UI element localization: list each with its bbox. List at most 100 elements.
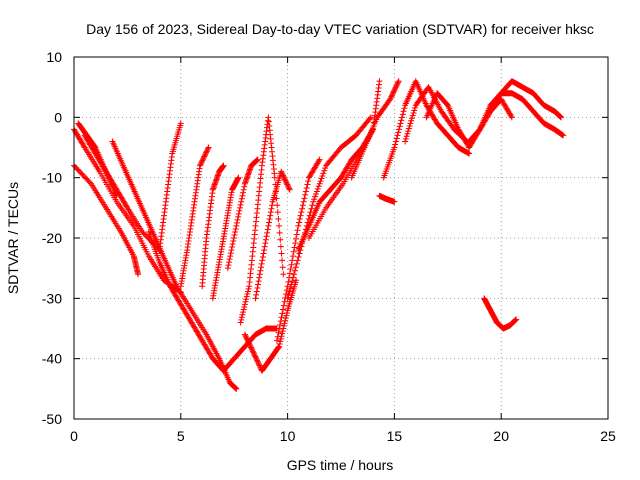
data-point-fill [281,298,288,305]
data-point-fill [276,222,283,229]
y-axis-title: SDTVAR / TECUs [5,182,21,294]
data-point-fill [296,216,303,223]
data-point-fill [267,209,274,216]
y-tick-label: -20 [42,230,62,246]
data-point-fill [279,330,286,337]
data-point-fill [290,274,297,281]
data-point-fill [245,339,252,346]
data-point-fill [265,219,272,226]
data-point-fill [394,132,401,139]
series-track-21 [376,192,398,205]
data-point-fill [243,296,250,303]
data-point-fill [392,85,399,92]
data-point-fill [322,165,329,172]
data-point-fill [409,112,416,119]
data-point-fill [410,110,417,117]
data-point-fill [397,120,404,127]
chart-title: Day 156 of 2023, Sidereal Day-to-day VTE… [86,21,594,37]
data-point-fill [281,320,288,327]
data-point-fill [299,205,306,212]
data-point-fill [227,250,234,257]
data-point-fill [280,172,287,179]
data-point-fill [304,181,311,188]
data-point-fill [241,301,248,308]
data-point-fill [276,229,283,236]
data-point-fill [239,311,246,318]
data-point-fill [243,335,250,342]
data-point-fill [204,145,211,152]
data-point-fill [200,156,207,163]
data-point [220,162,227,169]
data-point-fill [259,253,266,260]
data-point-fill [290,248,297,255]
data-point-fill [249,347,256,354]
x-tick-label: 25 [600,428,616,444]
data-point-fill [407,120,414,127]
series-track-15 [273,156,323,344]
data-point [241,331,248,338]
data-point-fill [391,87,398,94]
data-point-fill [244,337,251,344]
data-point-fill [280,322,287,329]
data-point-fill [283,312,290,319]
data-point-fill [256,274,263,281]
data-point [558,114,565,121]
data-point-fill [302,188,309,195]
data-point-fill [398,117,405,124]
data-point-fill [274,209,281,216]
series-track-14 [252,168,293,302]
data-point-fill [294,227,301,234]
data-point-fill [238,198,245,205]
data-point-fill [247,344,254,351]
data-point-fill [392,141,399,148]
data-point-fill [258,264,265,271]
data-point [367,114,374,121]
data-point-fill [390,89,397,96]
data-point-fill [226,259,233,266]
data-point-fill [269,202,276,209]
data-point-fill [255,278,262,285]
data-point-fill [240,186,247,193]
data-point-fill [245,285,252,292]
data-point-fill [229,244,236,251]
data-point-fill [259,257,266,264]
data-point-fill [291,271,298,278]
data-point-fill [251,352,258,359]
data-point-fill [288,261,295,268]
data-point-fill [202,150,209,157]
series-track-16 [284,114,374,302]
data-point-fill [262,240,269,247]
data-point [402,138,409,145]
data-point [254,156,261,163]
data-point-fill [301,195,308,202]
data-point-fill [274,333,281,340]
y-tick-label: 10 [46,49,62,65]
data-point-fill [283,180,290,187]
data-point-fill [255,359,262,366]
data-point-fill [275,344,282,351]
data-point-fill [282,315,289,322]
data-point-fill [281,176,288,183]
data-point-fill [203,149,210,156]
data-point-fill [275,329,282,336]
data-point-fill [314,185,321,192]
data-point [252,295,259,302]
data-point [235,174,242,181]
data-point [310,198,317,205]
data-point-fill [279,328,286,335]
data-point-fill [293,260,300,267]
data-point-fill [241,183,248,190]
data-point-fill [299,202,306,209]
data-point-fill [276,325,283,332]
data-point-fill [286,185,293,192]
data-point-fill [278,169,285,176]
data-point [387,96,394,103]
data-point-fill [252,354,259,361]
data-point-fill [197,161,204,168]
data-point-fill [264,229,271,236]
data-point-fill [390,88,397,95]
data-point-fill [282,177,289,184]
data-point-fill [232,228,239,235]
data-point-fill [284,181,291,188]
data-point-fill [242,332,249,339]
